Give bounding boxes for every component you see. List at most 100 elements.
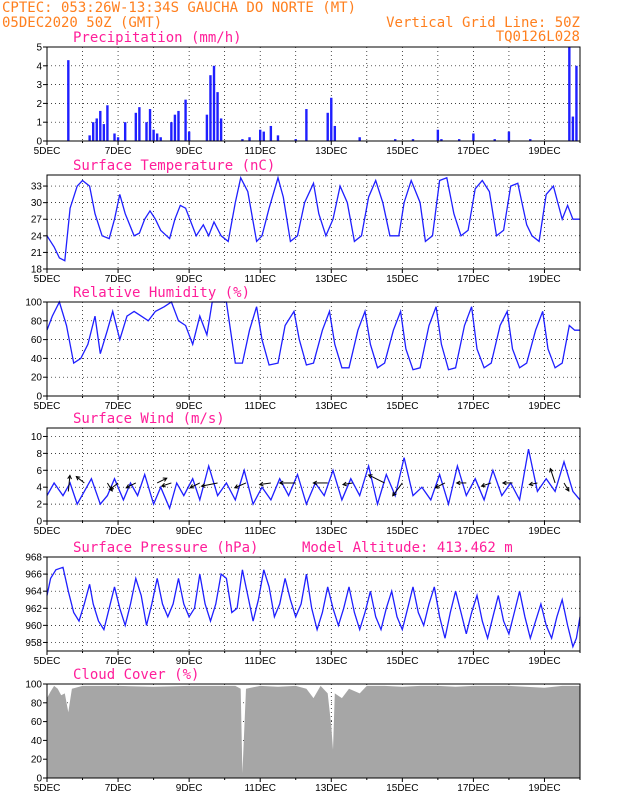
wind-vector [367,474,385,484]
x-tick-label: 11DEC [244,274,276,285]
x-tick-label: 9DEC [176,656,203,667]
y-tick-label: 4 [36,61,42,72]
wind-vector [75,475,85,484]
y-tick-label: 8 [36,449,42,460]
precip-bar [457,139,461,141]
x-tick-label: 17DEC [457,656,489,667]
precip-bar [155,133,159,141]
precip-bar [326,112,329,141]
rh-title: Relative Humidity (%) [73,285,250,301]
y-tick-label: 80 [31,698,43,709]
precip-bar [91,122,95,141]
x-tick-label: 19DEC [528,656,560,667]
y-tick-label: 0 [36,774,42,785]
y-tick-label: 100 [25,680,42,691]
wind-vector [160,482,172,488]
wind-vector [233,482,247,489]
wind-vector [549,467,556,484]
precip-bar [333,125,337,141]
precip-bar [148,109,152,141]
precip-bar [248,137,251,141]
precip-bar [187,131,191,141]
wind-panel: 0 2 4 6 8 10 5DEC 7DEC 9DEC 11DEC 13DEC 15DEC 17DEC 1… [31,411,581,537]
x-tick-label: 19DEC [528,274,560,285]
rh-panel: 0 20 40 60 80 100 5DEC 7DEC 9DEC 11DEC 13DEC 15DEC 1… [25,285,581,412]
x-tick-label: 17DEC [457,401,489,412]
y-tick-label: 10 [31,432,43,443]
y-tick-label: 5 [36,43,42,54]
precip-bar [358,137,361,141]
pres-series-line [46,566,581,649]
wind-title: Surface Wind (m/s) [73,411,225,427]
precip-bar [106,105,109,141]
temp-title: Surface Temperature (nC) [73,158,275,174]
y-tick-label: 966 [25,570,42,581]
x-tick-label: 15DEC [386,783,418,794]
x-tick-label: 7DEC [105,783,132,794]
y-tick-label: 0 [36,517,42,528]
precip-bar [123,122,127,141]
x-tick-label: 15DEC [386,401,418,412]
precip-bar [102,124,106,141]
precip-bar [262,131,265,141]
pres-panel: 958 960 962 964 966 968 5DEC 7DEC 9DEC 11DEC 13DEC… [25,540,581,667]
precip-bar [145,122,148,141]
wind-series-line [46,448,581,511]
precip-bar [152,129,155,141]
precip-bar [411,139,415,141]
x-tick-label: 19DEC [528,146,560,157]
precip-bar [216,92,219,141]
x-tick-label: 11DEC [244,526,276,537]
temp-panel: 18 21 24 27 30 33 5DEC 7DEC 9DEC 11DEC 13DEC 15DEC 1… [31,158,581,285]
precip-bar [116,137,120,141]
precip-panel: 0 1 2 3 4 5 5DEC 7DEC 9DEC 11DEC 13DEC 15DEC 17DEC 19… [34,30,581,157]
x-tick-label: 5DEC [34,401,61,412]
x-tick-label: 5DEC [34,656,61,667]
y-tick-label: 2 [36,99,42,110]
x-tick-label: 15DEC [386,526,418,537]
x-tick-label: 7DEC [105,274,132,285]
x-tick-label: 7DEC [105,526,132,537]
x-tick-label: 17DEC [457,146,489,157]
pres-title: Surface Pressure (hPa) [73,540,258,556]
x-tick-label: 19DEC [528,526,560,537]
precip-title: Precipitation (mm/h) [73,30,242,46]
y-tick-label: 27 [31,215,43,226]
wind-vector [341,481,353,487]
precip-bar [219,118,223,141]
x-tick-label: 17DEC [457,526,489,537]
cloud-panel: 0 20 40 60 80 100 5DEC 7DEC 9DEC 11DEC 13DEC 15DEC 1… [25,667,581,794]
x-tick-label: 13DEC [315,146,347,157]
x-tick-label: 7DEC [105,401,132,412]
wind-vector [258,481,271,487]
y-tick-label: 18 [31,265,43,276]
y-tick-label: 100 [25,298,42,309]
y-tick-label: 0 [36,392,42,403]
y-tick-label: 24 [31,231,43,242]
precip-bar [88,135,91,141]
precip-bar [276,135,280,141]
y-tick-label: 21 [31,248,43,259]
y-tick-label: 1 [36,118,42,129]
x-tick-label: 5DEC [34,526,61,537]
x-tick-label: 9DEC [176,783,203,794]
precip-bar [95,118,98,141]
cloud-title: Cloud Cover (%) [73,667,199,683]
y-tick-label: 960 [25,621,42,632]
x-tick-label: 11DEC [244,401,276,412]
y-tick-label: 6 [36,466,42,477]
x-tick-label: 5DEC [34,274,61,285]
precip-bar [568,47,571,141]
x-tick-label: 13DEC [315,526,347,537]
wind-vector [125,482,137,489]
panels: 0 1 2 3 4 5 5DEC 7DEC 9DEC 11DEC 13DEC 15DEC 17DEC 19… [25,30,581,794]
precip-bar [493,139,496,141]
x-tick-label: 15DEC [386,146,418,157]
x-tick-label: 13DEC [315,783,347,794]
x-tick-label: 11DEC [244,146,276,157]
y-tick-label: 40 [31,736,43,747]
wind-vector [563,482,570,492]
precip-bar [507,131,511,141]
wind-vector [528,481,538,487]
